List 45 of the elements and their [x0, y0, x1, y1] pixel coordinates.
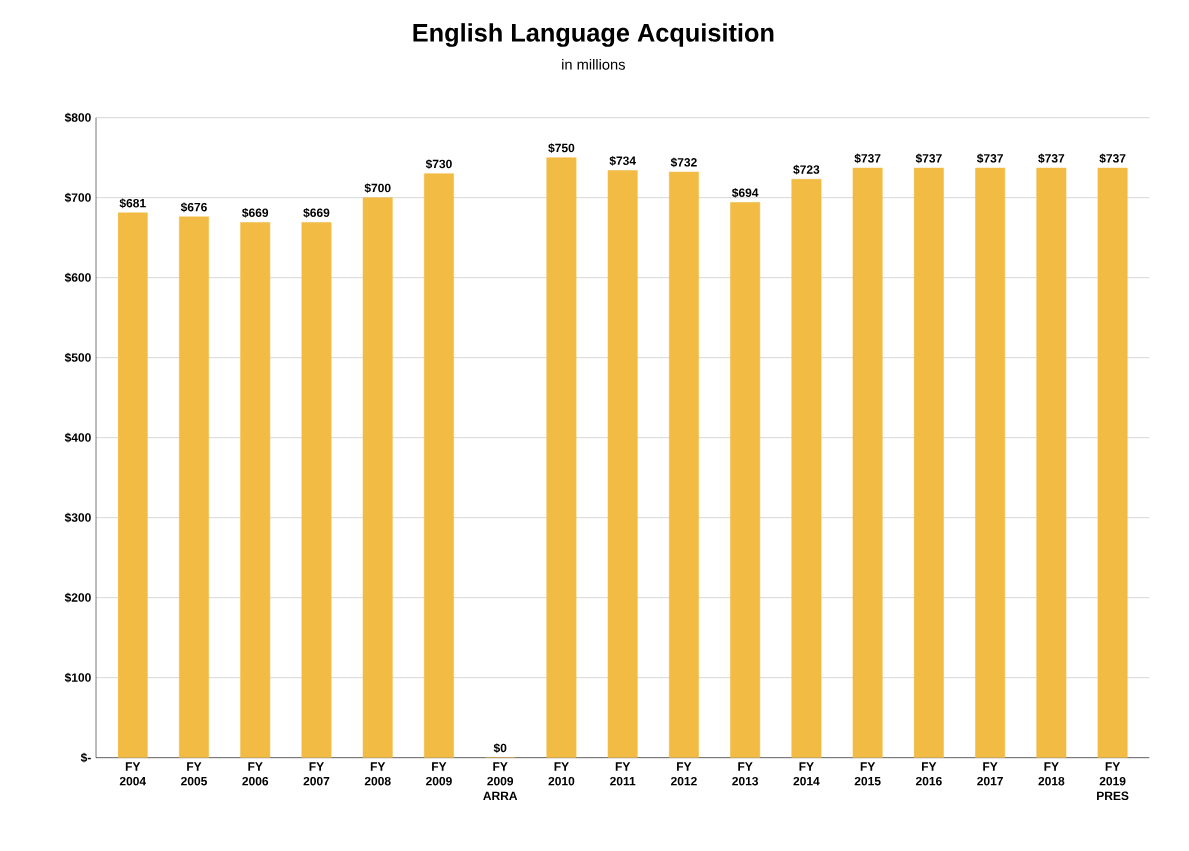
data-label: $676	[180, 202, 207, 213]
x-tick-label: FY 2009 ARRA	[483, 762, 518, 800]
x-tick-label: FY 2008	[364, 762, 391, 786]
x-tick-label: FY 2014	[793, 762, 820, 786]
data-label: $700	[364, 183, 391, 193]
y-tick-label: $100	[64, 672, 91, 683]
data-label: $681	[119, 198, 146, 209]
data-label: $694	[731, 187, 759, 198]
data-label: $737	[1099, 153, 1126, 164]
y-tick-label: $700	[64, 192, 91, 203]
y-tick-label: $-	[80, 752, 91, 763]
y-tick-label: $200	[64, 592, 91, 603]
x-tick-label: FY 2009	[426, 762, 452, 786]
data-label: $732	[670, 157, 697, 168]
x-tick-label: FY 2013	[732, 762, 759, 786]
x-tick-label: FY 2015	[854, 762, 881, 786]
data-label: $750	[548, 143, 575, 153]
x-tick-label: FY 2016	[915, 762, 942, 786]
y-tick-label: $300	[64, 512, 91, 523]
data-label: $737	[976, 153, 1003, 164]
data-label: $669	[242, 207, 269, 218]
data-label: $737	[1038, 153, 1065, 164]
y-tick-label: $400	[64, 432, 91, 443]
x-tick-label: FY 2004	[119, 762, 147, 786]
y-tick-label: $800	[64, 112, 91, 123]
x-tick-label: FY 2011	[610, 762, 636, 786]
chart-subtitle: in millions	[562, 58, 625, 70]
data-label: $737	[854, 153, 881, 164]
x-tick-label: FY 2012	[670, 762, 697, 786]
y-tick-label: $600	[64, 272, 91, 283]
data-label: $0	[493, 743, 507, 753]
y-tick-label: $500	[64, 352, 91, 363]
x-tick-label: FY 2007	[303, 762, 330, 786]
x-tick-label: FY 2017	[977, 762, 1003, 786]
data-label: $723	[793, 164, 820, 175]
x-tick-label: FY 2018	[1038, 762, 1065, 786]
x-tick-label: FY 2010	[548, 762, 575, 786]
data-label: $669	[303, 207, 330, 218]
data-label: $730	[425, 159, 452, 169]
x-tick-label: FY 2005	[181, 762, 207, 786]
x-tick-label: FY 2019 PRES	[1097, 762, 1129, 801]
data-label: $734	[609, 155, 636, 166]
x-tick-label: FY 2006	[242, 762, 269, 786]
data-label: $737	[915, 153, 942, 164]
chart-title: English Language Acquisition	[413, 23, 774, 47]
